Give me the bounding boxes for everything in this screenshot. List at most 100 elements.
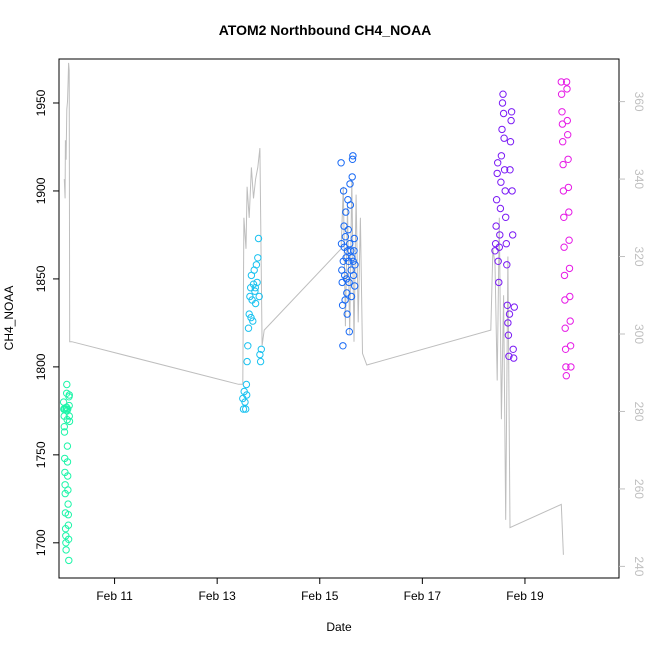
y2-tick-label: 260 [632,479,646,499]
axis-layer: Feb 11 Feb 13 Feb 15 Feb 17 Feb 19 1700 1750 18… [34,89,646,603]
data-point [345,278,353,287]
data-point [491,240,500,248]
data-point [565,236,573,244]
data-point [505,310,514,318]
data-point [493,169,501,178]
data-point [566,317,574,325]
data-point [341,296,349,304]
data-point [565,264,574,273]
data-point [251,287,259,295]
data-point [560,271,569,280]
data-point [496,231,504,239]
data-point [502,213,510,222]
data-point [349,257,357,265]
x-tick-label: Feb 11 [96,589,133,603]
data-point [566,292,574,301]
background-series-line [63,62,564,555]
data-point [558,108,566,116]
data-point [242,380,251,389]
data-point [339,187,348,195]
data-point [64,535,73,543]
data-point [557,78,565,86]
data-point [500,134,508,142]
data-point [252,261,261,269]
data-point [500,166,509,174]
series-layer [59,78,575,565]
data-point [497,152,506,160]
data-point [494,257,502,265]
y2-tick-label: 300 [632,324,646,344]
data-point [504,319,512,327]
data-point [559,187,568,195]
data-point [337,159,345,167]
data-point [347,247,355,255]
data-point [257,345,265,353]
data-point [65,412,74,420]
data-point [510,303,518,311]
data-point [566,342,575,350]
data-point [65,556,73,565]
data-point [491,247,499,255]
data-point [505,352,513,360]
data-point [564,155,572,164]
data-point [559,138,567,146]
series-group-5 [557,78,575,380]
data-point [244,342,252,350]
data-point [349,152,357,160]
data-point [503,301,511,309]
plot-frame [58,58,620,579]
data-point [560,213,568,222]
data-point [348,155,357,164]
y-tick-label: 1800 [34,353,48,380]
data-point [562,363,570,371]
x-tick-label: Feb 19 [506,589,544,603]
data-point [242,405,250,413]
data-point [499,109,508,118]
data-point [565,208,573,216]
data-point [251,284,260,292]
data-point [256,350,264,359]
y2-tick-label: 240 [632,556,646,576]
data-point [494,159,502,167]
data-point [562,372,570,380]
data-point [348,173,356,181]
y-tick-label: 1750 [34,441,48,468]
data-point [559,160,567,169]
data-point [346,201,355,209]
y-axis-title: CH4_NOAA [2,286,16,351]
data-point [503,261,511,269]
data-point [504,331,513,339]
data-point [497,178,505,186]
y2-tick-label: 320 [632,247,646,267]
data-point [563,85,571,93]
data-point [509,231,517,239]
x-axis-title: Date [326,620,352,634]
data-point [561,324,569,332]
data-point [506,138,515,146]
y-tick-label: 1700 [34,529,48,556]
data-point [249,317,257,325]
data-point [254,234,263,243]
data-point [499,90,507,98]
data-point [346,240,354,248]
data-point [498,99,507,107]
data-point [558,120,567,128]
data-point [344,226,352,234]
data-point [60,423,69,431]
data-point [341,271,349,280]
x-tick-label: Feb 17 [404,589,442,603]
data-point [496,204,505,213]
data-point [63,458,72,466]
data-point [502,240,510,248]
data-point [63,416,71,424]
data-point [561,345,570,353]
data-point [507,108,516,116]
data-point [244,324,253,332]
y2-tick-label: 280 [632,401,646,421]
data-point [506,166,514,174]
data-point [561,296,569,304]
data-point [350,234,358,243]
data-point [564,131,572,139]
